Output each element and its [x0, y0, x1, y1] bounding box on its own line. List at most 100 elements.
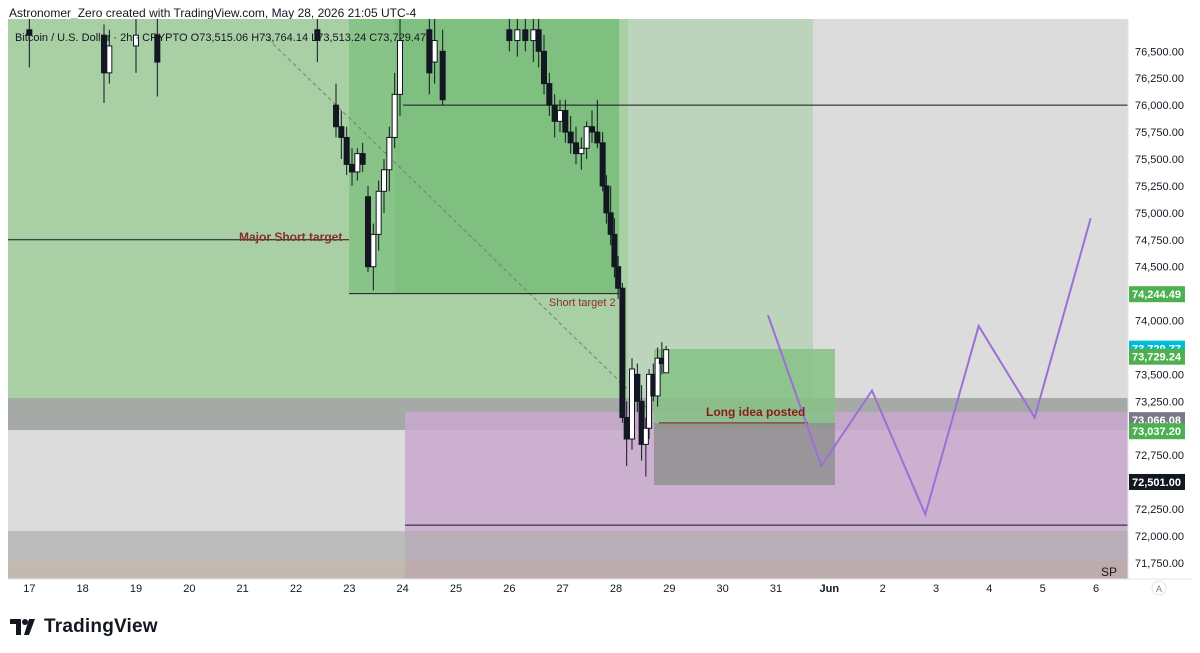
x-tick-label: 5 — [1040, 583, 1046, 595]
long-target-box — [654, 349, 835, 427]
y-tick-label: 74,750.00 — [1135, 235, 1184, 247]
x-tick-label: 17 — [23, 583, 35, 595]
candle-body — [654, 357, 661, 397]
price-label-badge — [1129, 286, 1185, 303]
price-label-badge — [1129, 423, 1185, 440]
candle-body — [599, 142, 606, 187]
annotation-major-short-target: Major Short target — [239, 230, 342, 244]
candle-body — [365, 196, 371, 268]
candle-body — [642, 427, 649, 445]
candle-body — [611, 233, 618, 268]
candle-body — [381, 169, 387, 192]
y-tick-label: 74,500.00 — [1135, 262, 1184, 274]
trend-dashed-line[interactable] — [262, 33, 649, 410]
candle-body — [623, 416, 630, 440]
candle-body — [338, 126, 345, 138]
time-axis[interactable] — [8, 579, 1192, 600]
candle-body — [343, 136, 350, 165]
candle-body — [541, 50, 547, 85]
candle-body — [535, 29, 542, 52]
candle-body — [619, 287, 626, 418]
candle-body — [386, 136, 393, 171]
annotation-long-idea: Long idea posted — [706, 405, 805, 419]
candle-body — [607, 212, 614, 235]
x-tick-label: 24 — [397, 583, 409, 595]
candle-body — [26, 29, 33, 36]
x-tick-label: Jun — [820, 583, 840, 595]
candle-body — [333, 104, 339, 128]
x-tick-label: 3 — [933, 583, 939, 595]
projection-path[interactable] — [767, 217, 1092, 518]
candle-body — [359, 153, 366, 165]
x-tick-label: 26 — [503, 583, 515, 595]
x-tick-label: 27 — [557, 583, 569, 595]
price-label-text: 74,244.49 — [1132, 289, 1181, 301]
tradingview-logo[interactable]: TradingView — [10, 615, 158, 639]
candle-body — [615, 266, 622, 289]
price-label-text: 73,037.20 — [1132, 426, 1181, 438]
long-stop-box — [654, 423, 835, 485]
x-tick-label: 28 — [610, 583, 622, 595]
candle-body — [583, 126, 590, 149]
annotation-sp: SP — [1101, 565, 1117, 579]
candle-body — [551, 104, 558, 122]
candle-body — [349, 163, 355, 173]
candle-body — [557, 110, 563, 122]
y-tick-label: 74,000.00 — [1135, 316, 1184, 328]
candle-body — [133, 34, 139, 47]
candle-body — [370, 233, 377, 268]
price-label-badge — [1129, 348, 1185, 365]
annotation-short-target-2: Short target 2 — [549, 297, 616, 309]
candle-body — [439, 50, 446, 101]
y-tick-label: 75,500.00 — [1135, 154, 1184, 166]
chart-frame[interactable]: Major Short target Short target 2 Long i… — [8, 19, 1192, 600]
candle-body — [663, 349, 670, 374]
candle-body — [426, 29, 433, 74]
candle-body — [154, 34, 161, 63]
candle-body — [578, 147, 585, 155]
candle-body — [514, 29, 521, 42]
candle-body — [506, 29, 513, 42]
candle-body — [391, 93, 398, 138]
y-tick-label: 72,750.00 — [1135, 450, 1184, 462]
y-tick-label: 72,250.00 — [1135, 504, 1184, 516]
auto-scale-icon[interactable]: A — [1156, 584, 1162, 594]
x-tick-label: 22 — [290, 583, 302, 595]
candle-body — [594, 131, 601, 144]
price-label-text: 73,729.24 — [1132, 352, 1182, 364]
candle-body — [603, 185, 610, 214]
candle-body — [522, 29, 529, 42]
x-tick-label: 18 — [77, 583, 89, 595]
candle-body — [431, 40, 438, 63]
x-tick-label: 25 — [450, 583, 462, 595]
candle-body — [375, 190, 382, 235]
candle-body — [634, 373, 641, 402]
y-tick-label: 76,500.00 — [1135, 46, 1184, 58]
x-tick-label: 29 — [663, 583, 675, 595]
y-tick-label: 73,500.00 — [1135, 369, 1184, 381]
candle-body — [106, 45, 113, 74]
price-chart[interactable]: Major Short target Short target 2 Long i… — [8, 19, 1192, 600]
candle-body — [562, 110, 569, 133]
x-tick-label: 30 — [717, 583, 729, 595]
x-tick-label: 4 — [986, 583, 992, 595]
candle-body — [589, 126, 595, 133]
y-tick-label: 73,250.00 — [1135, 396, 1184, 408]
y-tick-label: 72,000.00 — [1135, 531, 1184, 543]
lower-grey-band — [8, 531, 1128, 561]
candle-body — [354, 153, 361, 173]
bottom-band — [8, 561, 1128, 579]
y-tick-label: 71,750.00 — [1135, 558, 1184, 570]
tradingview-logo-icon — [10, 619, 35, 635]
candle-body — [397, 40, 403, 95]
attribution-text: Astronomer_Zero created with TradingView… — [9, 6, 417, 20]
candle-body — [629, 368, 635, 440]
x-tick-label: 20 — [183, 583, 195, 595]
y-tick-label: 75,000.00 — [1135, 208, 1184, 220]
candle-body — [573, 142, 579, 155]
auto-scale-button[interactable] — [1151, 580, 1167, 596]
candle-body — [546, 83, 553, 106]
x-tick-label: 2 — [880, 583, 886, 595]
y-tick-label: 75,250.00 — [1135, 181, 1184, 193]
candle-body — [638, 400, 645, 445]
